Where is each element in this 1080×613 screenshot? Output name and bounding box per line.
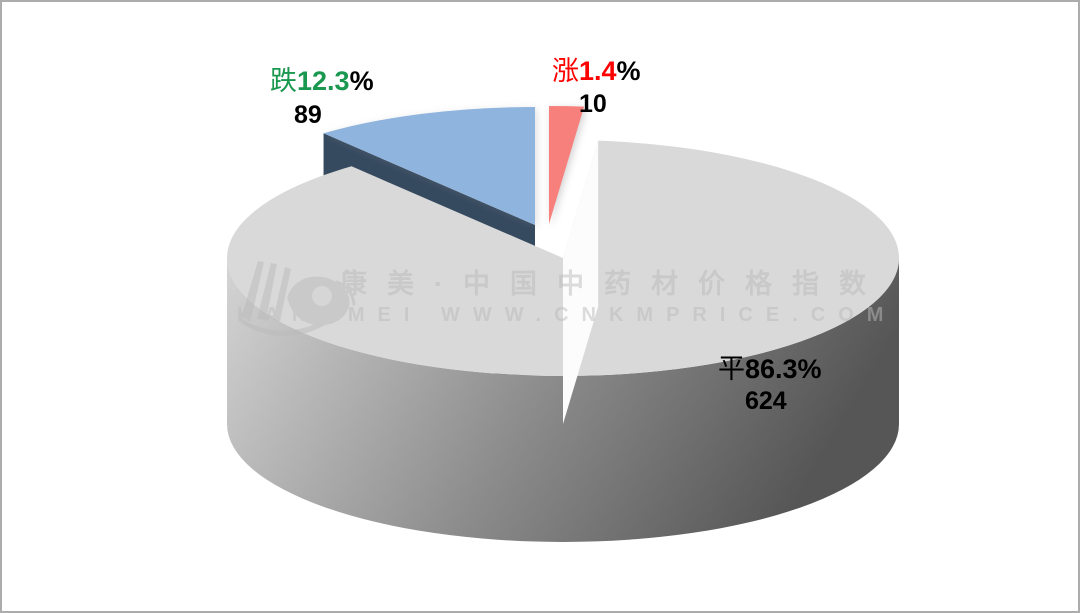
svg-text:10: 10 xyxy=(579,90,607,118)
svg-text:涨1.4%: 涨1.4% xyxy=(552,56,641,86)
svg-text:89: 89 xyxy=(294,101,322,129)
svg-text:624: 624 xyxy=(745,387,787,415)
svg-text:平86.3%: 平86.3% xyxy=(718,354,822,384)
svg-text:康美·中国中药材价格指数: 康美·中国中药材价格指数 xyxy=(340,268,886,299)
svg-text:KANGMEI WWW.CNKMPRICE.COM: KANGMEI WWW.CNKMPRICE.COM xyxy=(237,304,896,326)
svg-text:跌12.3%: 跌12.3% xyxy=(270,66,374,96)
